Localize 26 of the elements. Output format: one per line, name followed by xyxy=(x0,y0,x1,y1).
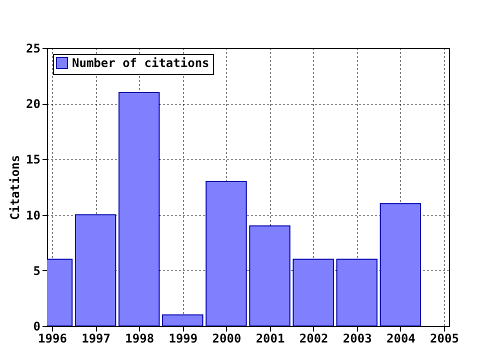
x-tick-label: 1997 xyxy=(82,332,111,346)
bar xyxy=(162,314,204,326)
legend-label: Number of citations xyxy=(72,56,210,70)
bar xyxy=(118,92,160,326)
x-tick-label: 2001 xyxy=(256,332,285,346)
bar xyxy=(336,258,378,326)
x-tick-label: 2003 xyxy=(342,332,372,346)
y-tick-label: 10 xyxy=(26,208,40,222)
bar xyxy=(249,225,290,326)
y-tick-label: 25 xyxy=(26,42,40,56)
y-tick-label: 15 xyxy=(26,152,40,167)
bar xyxy=(74,214,116,326)
bar xyxy=(206,180,247,326)
x-tick-label: 1998 xyxy=(125,332,154,346)
x-tick-label: 2002 xyxy=(299,332,328,346)
x-tick-label: 1996 xyxy=(38,332,67,346)
bar xyxy=(292,258,334,326)
x-tick-label: 2000 xyxy=(212,332,242,346)
x-tick-label: 1999 xyxy=(168,332,198,346)
y-tick-label: 20 xyxy=(26,97,40,112)
bar xyxy=(380,203,422,326)
x-tick-label: 2005 xyxy=(430,332,459,346)
x-tick-label: 2004 xyxy=(386,332,416,346)
y-axis-title: Citations xyxy=(8,154,22,220)
y-tick-label: 0 xyxy=(33,320,40,334)
y-tick-label: 5 xyxy=(33,264,40,278)
